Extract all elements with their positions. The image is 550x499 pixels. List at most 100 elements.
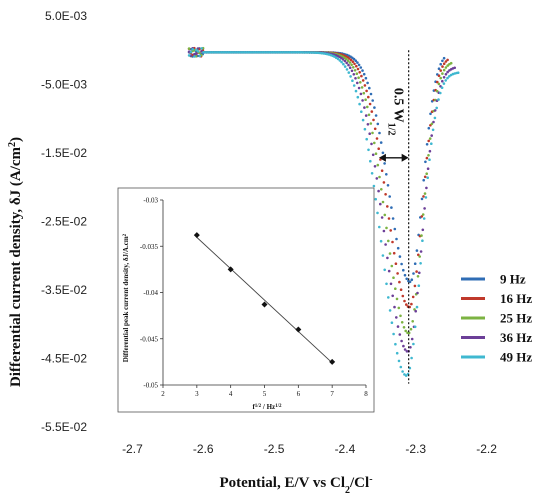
data-point [187,54,191,57]
data-point [264,51,268,54]
data-point [431,128,435,132]
data-point [423,207,426,210]
data-point [410,278,414,282]
inset-x-tick-label: 5 [263,390,267,398]
data-point [425,186,428,190]
data-point [402,268,405,272]
legend-item: 25 Hz [461,311,532,326]
data-point [420,234,423,237]
data-point [439,62,443,66]
data-point [364,98,367,101]
x-axis-title-sub: 2 [345,485,350,496]
data-point [223,51,227,54]
data-point [427,154,430,157]
legend-label: 9 Hz [500,272,526,287]
data-point [415,305,419,309]
data-point [435,106,439,110]
data-point [433,109,437,112]
inset-y-tick-label: -0.05 [143,382,158,390]
data-point [366,123,370,126]
data-point [402,344,405,348]
data-point [356,95,360,99]
data-point [392,251,396,255]
data-point [422,217,426,220]
data-point [353,62,356,66]
data-point [361,118,365,122]
data-point [379,141,383,144]
data-point [409,327,413,331]
data-point [345,57,348,61]
data-point [247,51,250,54]
data-point [381,200,385,204]
data-point [304,51,308,54]
data-point [238,51,241,54]
data-point [207,51,211,54]
data-point [391,294,395,298]
data-point [397,306,401,310]
data-point [349,58,353,62]
data-point [255,51,259,54]
arrow-head-right [401,153,409,162]
data-point [346,59,350,62]
data-point [365,89,368,93]
y-tick-label: -2.5E-02 [41,215,87,229]
data-point [216,51,220,54]
series-49-hz [187,47,460,377]
data-point [343,65,347,68]
data-point [446,76,449,80]
data-point [352,73,356,76]
inset-y-ticks: -0.03 -0.035 -0.04 -0.045 -0.05 [140,197,164,390]
data-point [373,165,377,168]
data-point [368,86,371,90]
inset-x-ticks: 2 3 4 5 6 7 8 [161,384,368,398]
y-tick-label: -5.5E-02 [41,420,87,434]
data-point [336,57,340,61]
data-point [413,325,417,329]
main-y-ticks: 5.0E-03 -5.0E-03 -1.5E-02 -2.5E-02 -3.5E-02 -… [41,9,87,434]
data-point [273,51,277,54]
data-point [425,143,429,146]
data-point [288,51,291,54]
data-point [422,178,426,182]
inset-frame [117,187,375,413]
data-point [399,288,403,292]
data-point [446,58,449,62]
data-point [403,348,407,351]
data-point [381,254,385,257]
data-point [430,134,434,137]
legend-label: 36 Hz [500,330,532,345]
data-point [350,69,354,73]
data-point [393,305,396,309]
y-tick-label: -5.0E-03 [41,78,87,92]
data-point [419,262,422,265]
data-point [252,51,255,54]
data-point [212,51,216,54]
data-point [390,206,393,209]
data-point [388,252,392,255]
data-point [424,160,427,164]
data-point [366,81,369,85]
data-point [195,48,198,52]
data-point [424,196,428,199]
legend-label: 16 Hz [500,291,532,306]
data-point [369,92,373,96]
data-point [439,76,443,80]
x-tick-label: -2.2 [476,442,497,456]
data-point [412,272,415,275]
data-point [407,331,411,335]
data-point [345,61,349,65]
y-tick-label: -1.5E-02 [41,146,87,160]
data-point [290,51,293,54]
legend-item: 36 Hz [461,330,532,345]
data-point [400,262,403,266]
data-point [433,116,437,120]
data-point [399,314,402,318]
legend-item: 9 Hz [461,272,526,287]
data-point [390,264,394,268]
data-point [401,294,405,298]
data-point [387,269,391,273]
data-point [239,51,243,54]
data-point [418,271,421,275]
data-point [374,114,378,117]
data-point [214,51,218,54]
